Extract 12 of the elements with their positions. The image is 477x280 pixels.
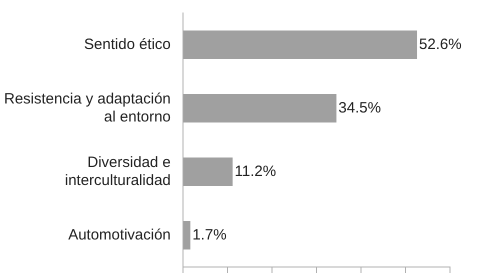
data-label: 11.2% bbox=[234, 162, 276, 180]
y-tick-label: Sentido ético bbox=[84, 36, 171, 53]
data-label: 1.7% bbox=[192, 226, 227, 244]
y-tick-label: Automotivación bbox=[68, 226, 171, 244]
bar bbox=[183, 94, 336, 123]
data-label: 34.5% bbox=[338, 99, 381, 116]
data-label: 52.6% bbox=[419, 36, 462, 53]
y-tick-label: Resistencia y adaptación al entorno bbox=[4, 90, 171, 126]
bar bbox=[183, 220, 190, 250]
bar bbox=[183, 157, 233, 186]
bar bbox=[183, 30, 418, 60]
y-tick-label: Diversidad e interculturalidad bbox=[64, 154, 171, 189]
